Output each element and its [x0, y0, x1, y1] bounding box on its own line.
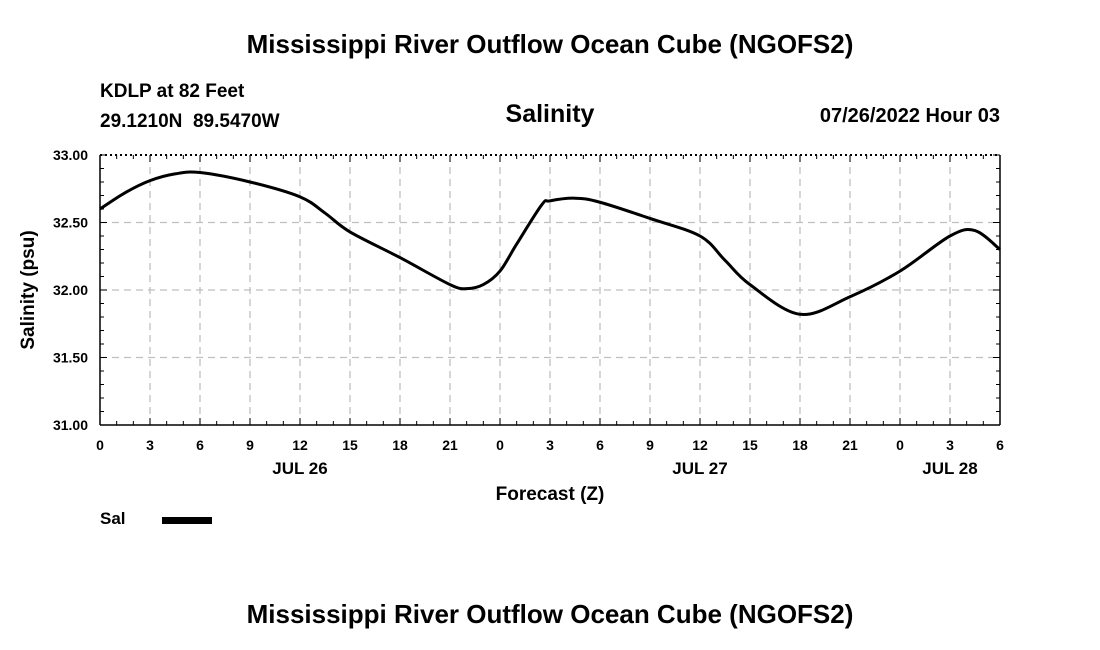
- x-tick-label: 0: [496, 437, 504, 453]
- legend-line-swatch: [162, 517, 212, 524]
- station-coords: 29.1210N 89.5470W: [100, 111, 280, 132]
- forecast-datetime: 07/26/2022 Hour 03: [819, 105, 1000, 127]
- x-tick-label: 6: [996, 437, 1004, 453]
- y-tick-label: 32.50: [53, 215, 88, 231]
- salinity-series-line: [99, 170, 1001, 316]
- x-tick-label: 15: [342, 437, 358, 453]
- y-tick-label: 31.50: [53, 350, 88, 366]
- station-info: KDLP at 82 Feet 29.1210N 89.5470W: [100, 77, 280, 137]
- y-tick-label: 33.00: [53, 147, 88, 163]
- x-tick-label: 0: [96, 437, 104, 453]
- x-tick-label: 21: [442, 437, 458, 453]
- y-axis-label: Salinity (psu): [18, 230, 39, 349]
- x-tick-label: 18: [792, 437, 808, 453]
- x-tick-label: 3: [146, 437, 154, 453]
- variable-title: Salinity: [505, 100, 595, 128]
- x-tick-label: 3: [546, 437, 554, 453]
- x-tick-label: 9: [646, 437, 654, 453]
- x-tick-label: 21: [842, 437, 858, 453]
- x-tick-label: 12: [692, 437, 708, 453]
- station-name: KDLP at 82 Feet: [100, 81, 245, 102]
- x-tick-label: 3: [946, 437, 954, 453]
- legend-label: Sal: [100, 509, 126, 528]
- x-tick-label: 15: [742, 437, 758, 453]
- chart-main-title: Mississippi River Outflow Ocean Cube (NG…: [246, 29, 854, 59]
- x-axis-label: Forecast (Z): [496, 484, 605, 505]
- x-date-label: JUL 26: [272, 459, 327, 478]
- chart-footer-title: Mississippi River Outflow Ocean Cube (NG…: [246, 599, 854, 629]
- x-tick-label: 18: [392, 437, 408, 453]
- x-tick-label: 6: [596, 437, 604, 453]
- x-date-label: JUL 27: [672, 459, 727, 478]
- x-tick-label: 12: [292, 437, 308, 453]
- y-tick-label: 32.00: [53, 282, 88, 298]
- x-date-label: JUL 28: [922, 459, 977, 478]
- y-tick-label: 31.00: [53, 417, 88, 433]
- x-tick-label: 0: [896, 437, 904, 453]
- x-tick-label: 6: [196, 437, 204, 453]
- x-tick-label: 9: [246, 437, 254, 453]
